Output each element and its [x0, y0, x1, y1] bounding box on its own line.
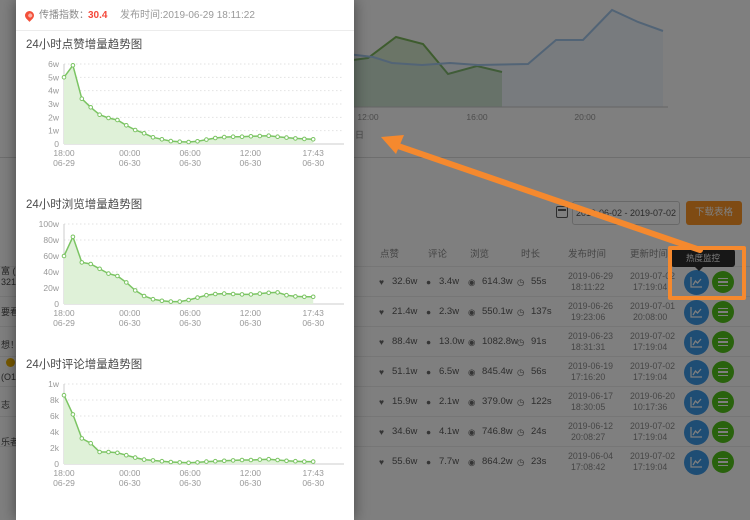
- svg-text:40w: 40w: [43, 267, 59, 277]
- svg-text:2w: 2w: [48, 112, 60, 122]
- trend-detail-panel: 传播指数： 30.4 发布时间:2019-06-29 18:11:22 24小时…: [16, 0, 354, 520]
- svg-text:17:43: 17:43: [303, 148, 325, 158]
- svg-text:06-30: 06-30: [119, 158, 141, 168]
- comments-trend-chart: 02k4k6k8k1w18:0006-2900:0006-3006:0006-3…: [48, 379, 344, 488]
- svg-text:06:00: 06:00: [179, 308, 201, 318]
- svg-text:80w: 80w: [43, 235, 59, 245]
- comments-chart-title: 24小时评论增量趋势图: [26, 359, 143, 371]
- svg-text:0: 0: [54, 299, 59, 309]
- svg-text:1w: 1w: [48, 379, 60, 389]
- likes-chart-title: 24小时点赞增量趋势图: [26, 39, 143, 51]
- spread-index-label: 传播指数：: [39, 10, 89, 21]
- svg-text:06-30: 06-30: [240, 478, 262, 488]
- panel-divider: [16, 30, 354, 31]
- svg-text:3w: 3w: [48, 99, 60, 109]
- svg-text:4w: 4w: [48, 86, 60, 96]
- svg-text:12:00: 12:00: [240, 308, 262, 318]
- svg-text:1w: 1w: [48, 126, 60, 136]
- svg-text:06:00: 06:00: [179, 148, 201, 158]
- svg-text:06-29: 06-29: [53, 478, 75, 488]
- svg-text:00:00: 00:00: [119, 468, 141, 478]
- svg-text:00:00: 00:00: [119, 308, 141, 318]
- svg-text:60w: 60w: [43, 251, 59, 261]
- svg-text:06-29: 06-29: [53, 318, 75, 328]
- svg-text:18:00: 18:00: [53, 148, 75, 158]
- spread-index-value: 30.4: [88, 10, 108, 21]
- svg-text:06-30: 06-30: [240, 318, 262, 328]
- svg-text:12:00: 12:00: [240, 468, 262, 478]
- svg-text:12:00: 12:00: [240, 148, 262, 158]
- svg-text:17:43: 17:43: [303, 308, 325, 318]
- svg-text:6k: 6k: [50, 411, 60, 421]
- svg-text:00:00: 00:00: [119, 148, 141, 158]
- svg-text:20w: 20w: [43, 283, 59, 293]
- svg-text:06:00: 06:00: [179, 468, 201, 478]
- flame-icon: [23, 9, 36, 22]
- publish-time-text: 发布时间:2019-06-29 18:11:22: [120, 10, 255, 21]
- svg-text:18:00: 18:00: [53, 468, 75, 478]
- svg-text:06-30: 06-30: [302, 318, 324, 328]
- panel-header: 传播指数： 30.4 发布时间:2019-06-29 18:11:22: [16, 6, 354, 26]
- svg-text:6w: 6w: [48, 59, 60, 69]
- svg-text:4k: 4k: [50, 427, 60, 437]
- annotation-highlight-box: [668, 246, 746, 300]
- svg-text:17:43: 17:43: [303, 468, 325, 478]
- svg-text:06-30: 06-30: [119, 478, 141, 488]
- svg-text:06-29: 06-29: [53, 158, 75, 168]
- views-chart-title: 24小时浏览增量趋势图: [26, 199, 143, 211]
- svg-text:5w: 5w: [48, 72, 60, 82]
- svg-text:06-30: 06-30: [179, 158, 201, 168]
- svg-text:2k: 2k: [50, 443, 60, 453]
- svg-text:06-30: 06-30: [240, 158, 262, 168]
- svg-text:06-30: 06-30: [119, 318, 141, 328]
- svg-text:06-30: 06-30: [302, 158, 324, 168]
- svg-text:18:00: 18:00: [53, 308, 75, 318]
- svg-text:06-30: 06-30: [302, 478, 324, 488]
- svg-text:0: 0: [54, 459, 59, 469]
- svg-text:06-30: 06-30: [179, 318, 201, 328]
- likes-trend-chart: 01w2w3w4w5w6w18:0006-2900:0006-3006:0006…: [48, 59, 344, 168]
- svg-text:100w: 100w: [39, 219, 60, 229]
- svg-text:0: 0: [54, 139, 59, 149]
- svg-text:8k: 8k: [50, 395, 60, 405]
- svg-text:06-30: 06-30: [179, 478, 201, 488]
- views-trend-chart: 020w40w60w80w100w18:0006-2900:0006-3006:…: [39, 219, 344, 328]
